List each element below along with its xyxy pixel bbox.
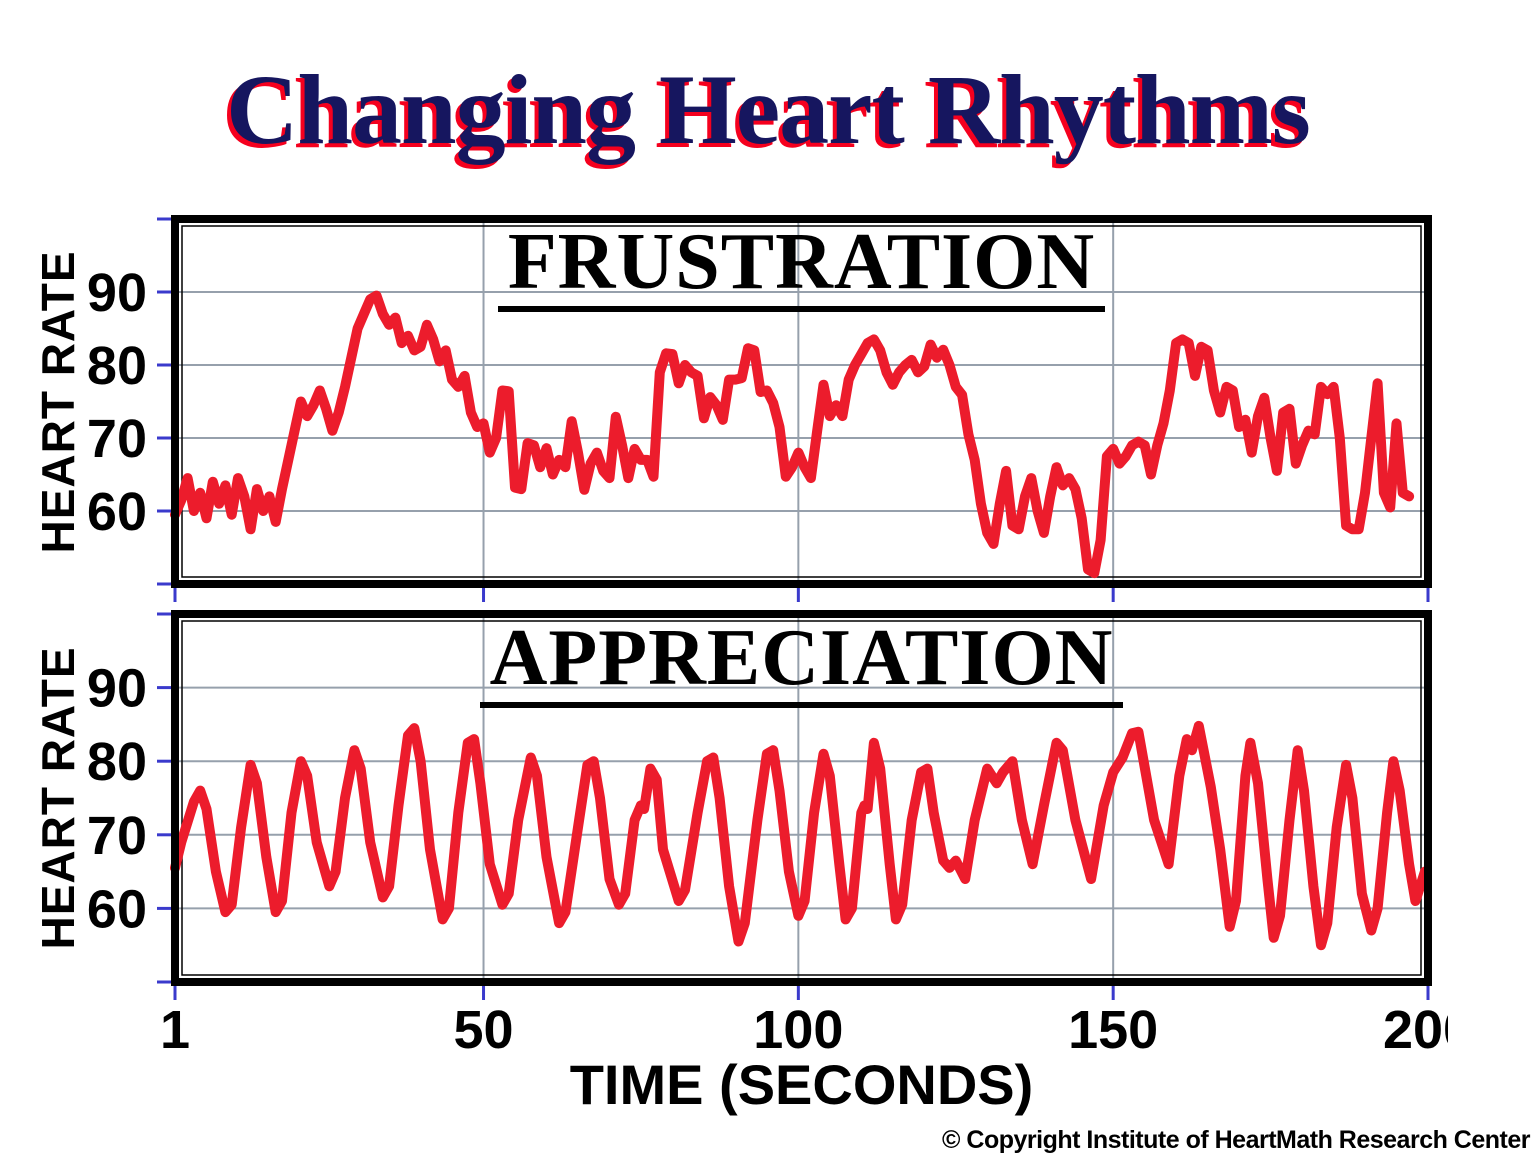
y-tick-label: 80 [87,336,147,396]
page-title: Changing Heart Rhythms [226,54,1311,165]
heart-rate-axis-label-top: HEART RATE [32,250,84,554]
heart-rate-axis-label-bottom: HEART RATE [32,646,84,950]
tick-labels: 90 80 70 60 [87,263,147,542]
x-tick-label: 50 [453,1000,513,1060]
x-tick-label: 1 [160,1000,190,1060]
axis-ticks [157,217,1430,602]
y-tick-label: 80 [87,732,147,792]
appreciation-chart: 90807060150100150200 [87,610,1448,1060]
x-tick-label: 200 [1383,1000,1448,1060]
gridlines [175,219,1428,584]
y-tick-label: 70 [87,806,147,866]
time-axis-label: TIME (SECONDS) [569,1053,1034,1116]
plot-frame [171,610,1432,986]
frustration-heart-rate-line [170,290,1415,579]
y-tick-label: 60 [87,482,147,542]
tick-labels: 90807060150100150200 [87,659,1448,1060]
x-tick-label: 150 [1068,1000,1158,1060]
y-tick-label: 90 [87,659,147,719]
axis-ticks [157,612,1430,1000]
plot-frame [171,215,1432,588]
y-tick-label: 60 [87,879,147,939]
plot-inner-frame [181,225,1422,578]
y-tick-label: 70 [87,409,147,469]
frustration-chart: 90 80 70 60 [87,215,1432,602]
y-tick-label: 90 [87,263,147,323]
x-tick-label: 100 [753,1000,843,1060]
appreciation-heart-rate-line [170,720,1430,951]
copyright-text: © Copyright Institute of HeartMath Resea… [942,1126,1530,1154]
plot-inner-frame [181,620,1422,976]
